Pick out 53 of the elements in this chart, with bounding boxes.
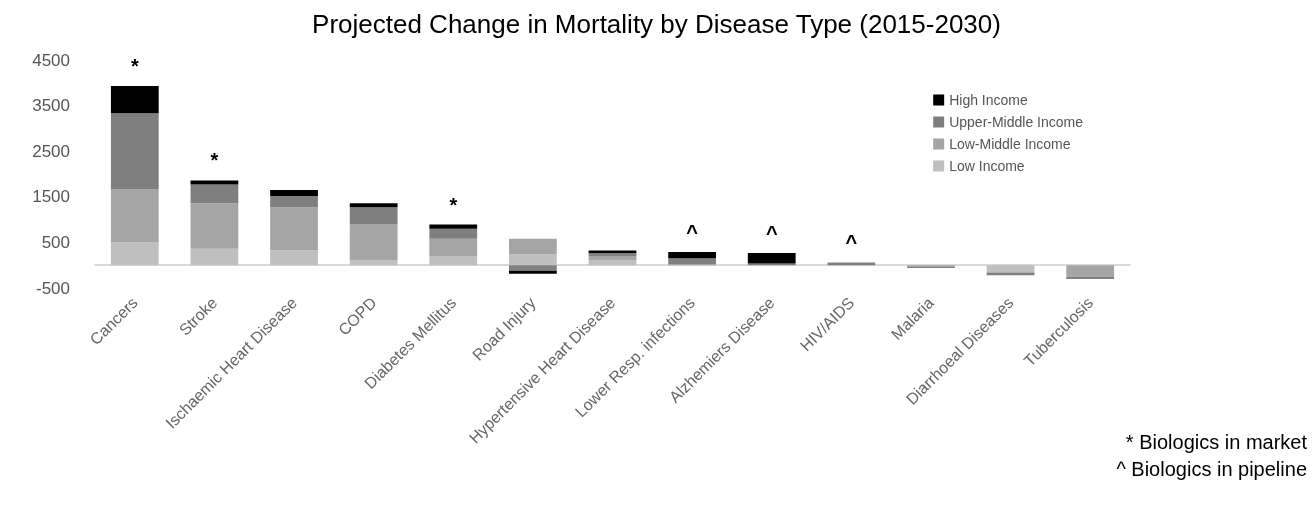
bar <box>668 251 716 259</box>
bar <box>190 248 239 266</box>
bar <box>110 113 159 190</box>
bar <box>1066 265 1115 277</box>
y-tick-label: -500 <box>35 278 70 298</box>
bar <box>190 203 239 249</box>
bar <box>588 260 637 266</box>
bar <box>747 252 796 264</box>
bar <box>270 195 318 208</box>
y-tick-label: 1500 <box>32 187 70 207</box>
y-tick-label: 2500 <box>32 141 70 161</box>
bar <box>588 252 637 257</box>
bar <box>349 207 398 225</box>
annotation: ^ <box>765 221 778 244</box>
y-tick-label: 500 <box>41 232 70 252</box>
bar <box>509 254 557 266</box>
bar <box>429 224 478 229</box>
legend-label: Upper-Middle Income <box>949 114 1084 130</box>
y-tick-label: 3500 <box>32 96 70 116</box>
bar <box>429 256 478 266</box>
text: * Biologics in market <box>1125 431 1308 453</box>
bar <box>827 262 876 266</box>
bar <box>509 238 557 255</box>
bar <box>986 272 1035 276</box>
bar <box>349 224 398 261</box>
bar <box>349 203 398 208</box>
text: ^ Biologics in pipeline <box>1116 458 1307 480</box>
bar <box>986 265 1035 273</box>
legend-label: High Income <box>949 92 1028 108</box>
bar <box>349 260 398 266</box>
annotation: * <box>130 54 139 77</box>
bar <box>429 238 478 257</box>
bar <box>509 270 557 274</box>
bar <box>429 228 478 239</box>
annotation: ^ <box>845 231 858 254</box>
bar <box>110 189 159 243</box>
bar <box>509 265 557 271</box>
y-tick-label: 4500 <box>32 50 70 70</box>
annotation: * <box>210 149 219 172</box>
bar <box>110 85 159 114</box>
legend-label: Low Income <box>949 158 1025 174</box>
chart-title: Projected Change in Mortality by Disease Type (2015-2030) <box>312 9 1001 39</box>
annotation: ^ <box>686 220 699 243</box>
bar <box>110 242 159 266</box>
bar <box>270 250 318 266</box>
bar <box>270 207 318 251</box>
bar <box>270 189 318 196</box>
bar <box>190 180 239 185</box>
legend-label: Low-Middle Income <box>949 136 1071 152</box>
bar <box>668 258 716 265</box>
bar <box>588 256 637 261</box>
bar <box>190 184 239 204</box>
annotation: * <box>449 193 458 216</box>
